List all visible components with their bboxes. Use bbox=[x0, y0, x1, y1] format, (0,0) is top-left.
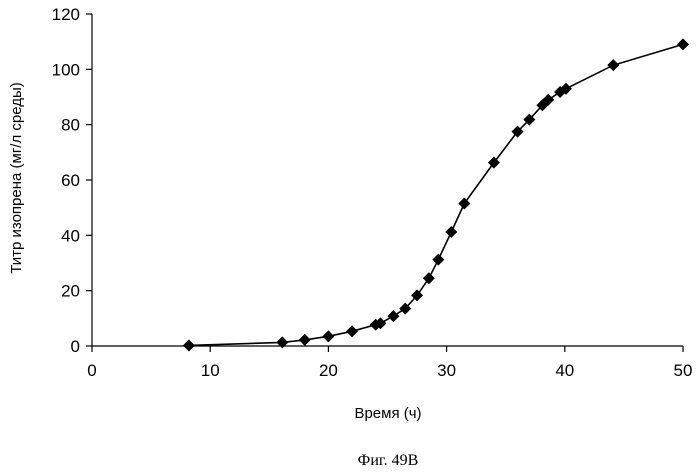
data-point-marker bbox=[387, 310, 399, 322]
x-tick-label: 10 bbox=[201, 361, 220, 380]
y-tick-label: 0 bbox=[71, 337, 80, 356]
x-tick-label: 20 bbox=[319, 361, 338, 380]
y-axis-ticks: 0 20 40 60 80 100 120 bbox=[52, 5, 92, 356]
data-point-marker bbox=[183, 339, 195, 351]
data-point-marker bbox=[432, 254, 444, 266]
data-point-marker bbox=[607, 59, 619, 71]
y-axis-title: Титр изопрена (мг/л среды) bbox=[8, 82, 25, 274]
y-tick-label: 40 bbox=[61, 226, 80, 245]
isoprene-titer-chart: 0 20 40 60 80 100 120 0 10 20 30 40 50 Время (ч) Ти… bbox=[0, 0, 699, 472]
y-tick-label: 80 bbox=[61, 116, 80, 135]
data-point-marker bbox=[346, 325, 358, 337]
y-tick-label: 20 bbox=[61, 282, 80, 301]
series-layer bbox=[183, 38, 689, 351]
x-axis-title: Время (ч) bbox=[354, 405, 421, 422]
data-point-marker bbox=[423, 272, 435, 284]
series-line bbox=[189, 44, 683, 345]
y-tick-label: 120 bbox=[52, 5, 80, 24]
data-point-marker bbox=[677, 38, 689, 50]
x-axis-ticks: 0 10 20 30 40 50 bbox=[87, 346, 692, 380]
x-tick-label: 0 bbox=[87, 361, 96, 380]
data-point-marker bbox=[276, 336, 288, 348]
y-tick-label: 60 bbox=[61, 171, 80, 190]
x-tick-label: 40 bbox=[555, 361, 574, 380]
data-point-marker bbox=[322, 330, 334, 342]
y-tick-label: 100 bbox=[52, 60, 80, 79]
x-tick-label: 30 bbox=[437, 361, 456, 380]
data-point-marker bbox=[299, 334, 311, 346]
data-point-marker bbox=[458, 198, 470, 210]
x-tick-label: 50 bbox=[674, 361, 693, 380]
data-point-marker bbox=[445, 226, 457, 238]
figure-caption: Фиг. 49B bbox=[358, 452, 419, 469]
